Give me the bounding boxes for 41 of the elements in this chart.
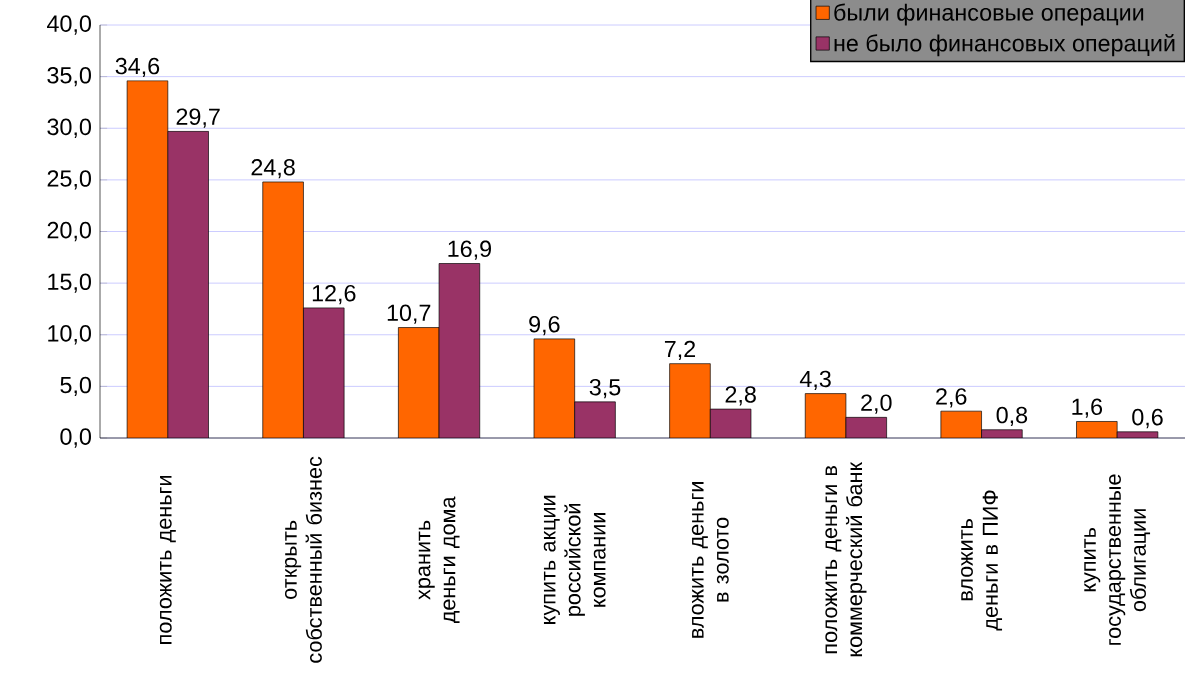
data-label: 0,6 [1132,408,1163,429]
data-label: 24,8 [251,158,295,179]
x-tick-label: купить акции российской компании [543,495,606,624]
y-tick-label: 35,0 [47,66,91,87]
x-tick-label: купить государственные облигации [1084,474,1151,645]
x-tick-label: хранить деньги дома [418,496,460,624]
data-label: 16,9 [448,240,491,260]
x-tick-label: положить деньги в коммерческий банк [825,461,867,657]
x-tick-label: открыть собственный бизнес [285,456,322,663]
bar [669,363,711,438]
y-tick-label: 5,0 [60,376,91,397]
y-tick-label: 20,0 [47,221,91,242]
y-tick-label: 25,0 [47,170,91,190]
x-tick-label: вложить деньги в ПИФ [961,490,1003,631]
legend-label: были финансовые операции [834,3,1144,26]
bar [262,181,304,438]
y-tick-label: 0,0 [60,428,91,448]
data-label: 1,6 [1072,398,1103,418]
data-label: 12,6 [312,284,356,305]
data-label: 2,8 [725,386,756,406]
data-label: 9,6 [529,315,560,336]
data-label: 2,0 [861,394,892,414]
y-tick-label: 40,0 [47,15,91,35]
y-tick-label: 30,0 [47,118,91,138]
data-label: 0,8 [996,406,1028,427]
data-label: 3,5 [589,378,621,399]
bar [127,80,168,438]
legend-label: не было финансовых операций [834,34,1175,57]
data-label: 7,2 [664,340,696,360]
data-label: 10,7 [387,304,431,324]
x-tick-label: вложить деньги в золото [691,482,729,638]
y-tick-label: 10,0 [48,325,91,345]
data-label: 34,6 [115,57,160,78]
bar [398,327,440,438]
data-label: 2,6 [936,388,967,408]
y-tick-label: 15,0 [48,273,91,293]
x-tick-label: положить деньги [159,475,176,644]
bar [805,393,846,438]
bar [534,338,575,438]
data-label: 4,3 [799,370,831,390]
data-label: 29,7 [176,108,220,128]
